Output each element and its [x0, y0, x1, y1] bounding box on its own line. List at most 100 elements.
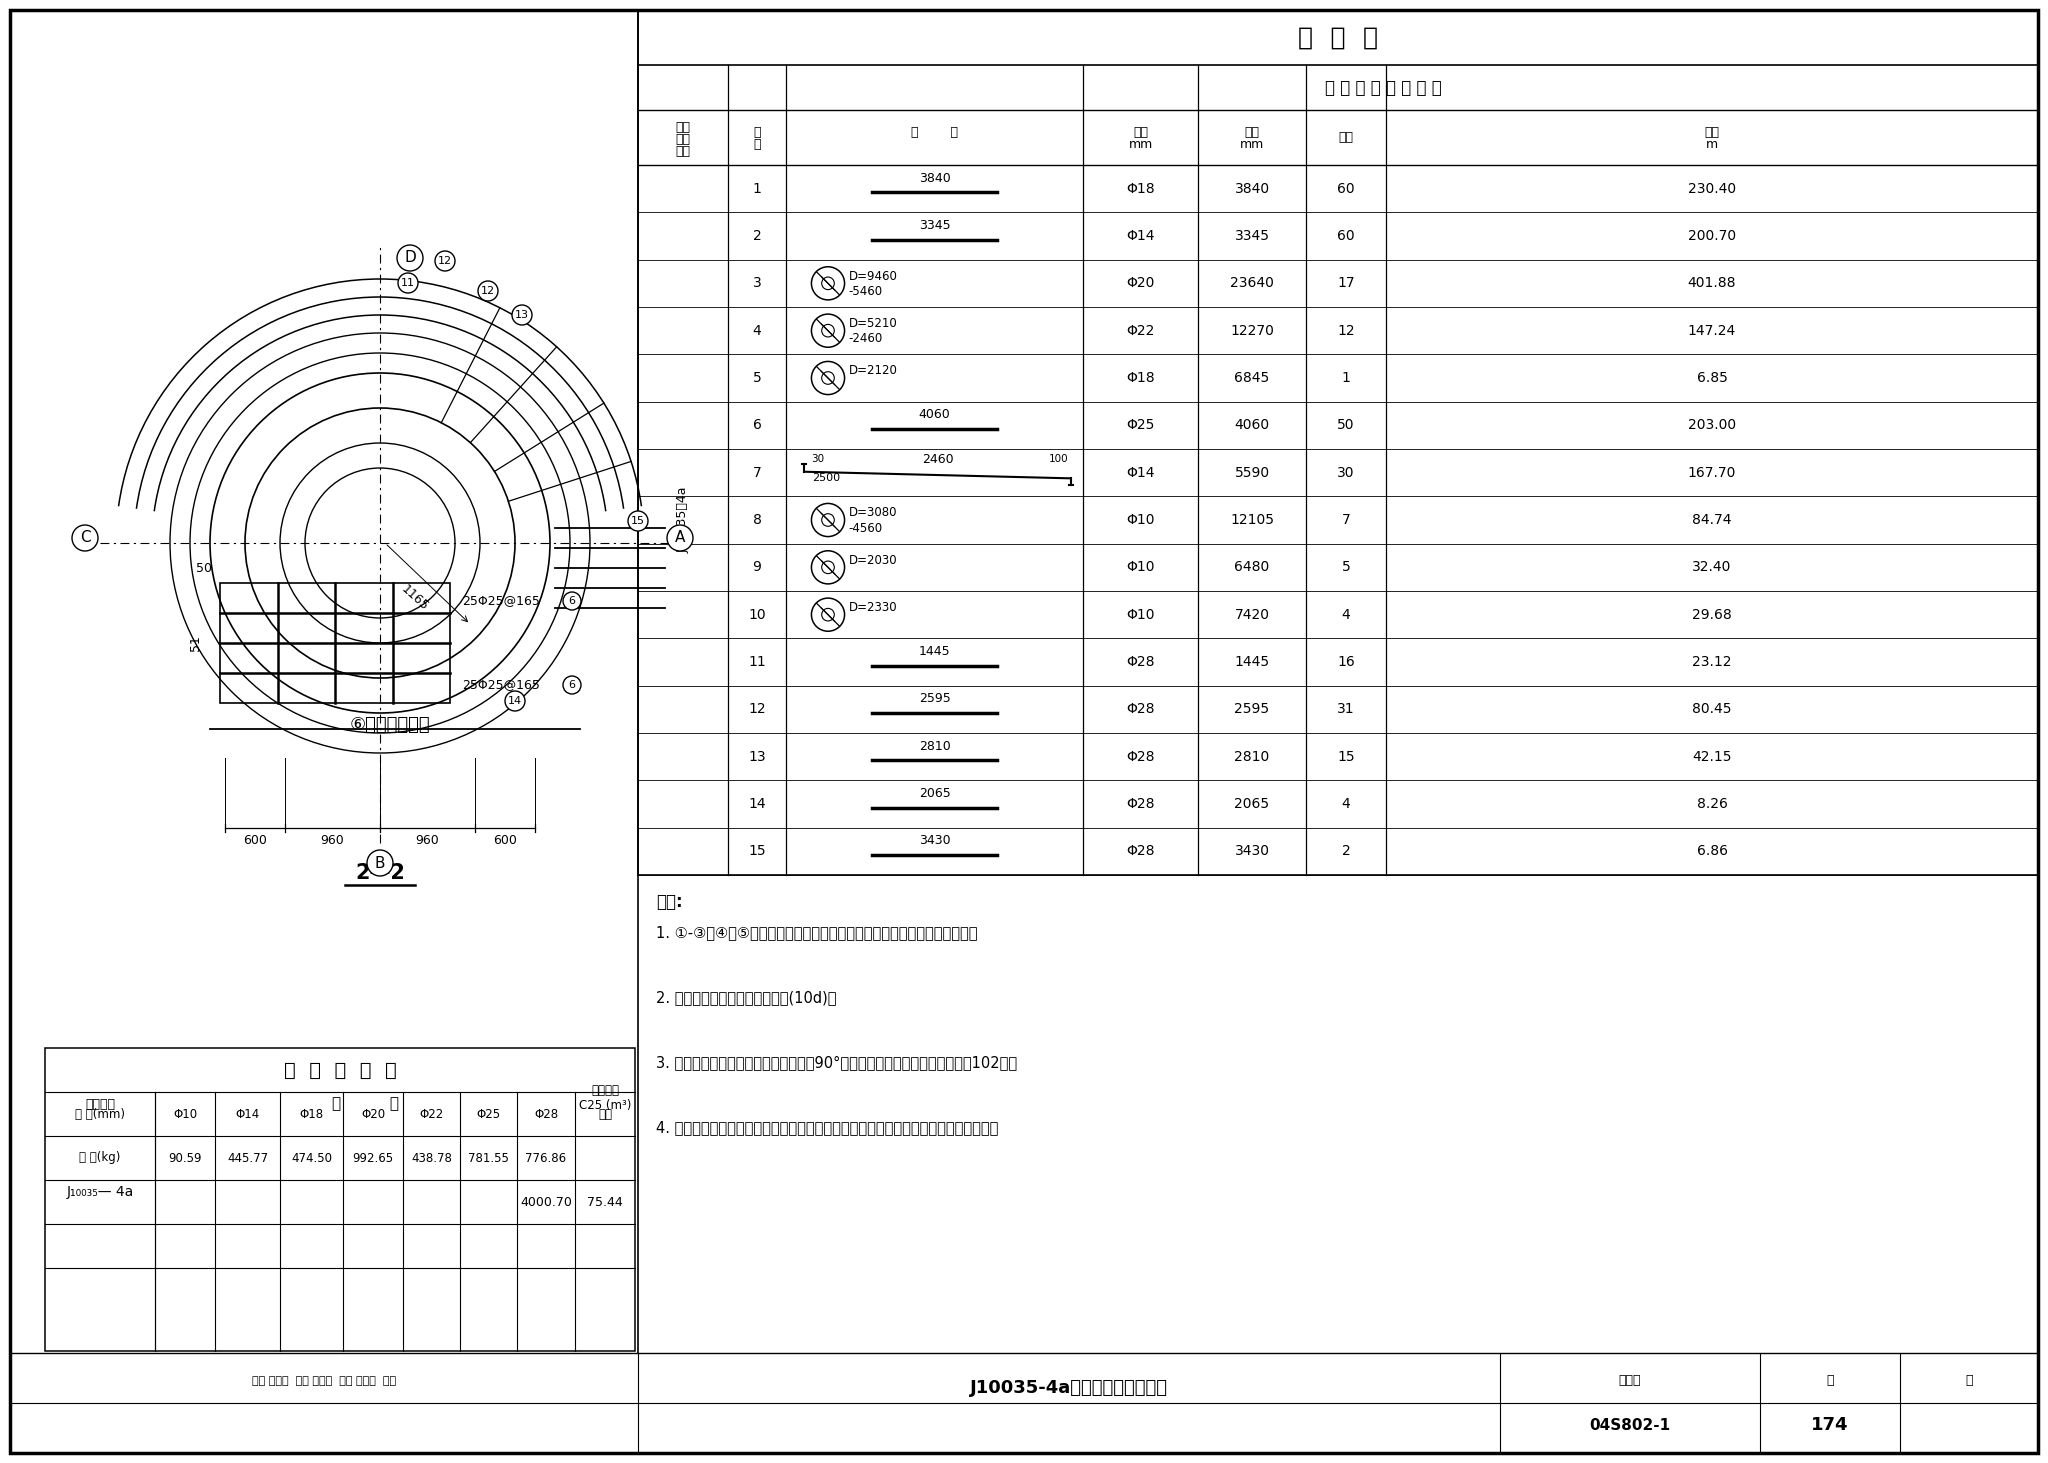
Text: Φ28: Φ28	[1126, 749, 1155, 764]
Text: 2460: 2460	[922, 454, 952, 465]
Text: 钢          筋: 钢 筋	[332, 1096, 399, 1112]
Circle shape	[668, 525, 692, 552]
Text: 4: 4	[1341, 797, 1350, 811]
Text: 15: 15	[631, 516, 645, 527]
Text: Φ28: Φ28	[535, 1107, 557, 1121]
Text: 2810: 2810	[1235, 749, 1270, 764]
Text: 3840: 3840	[920, 171, 950, 184]
Text: 174: 174	[1810, 1416, 1849, 1434]
Text: 12: 12	[438, 256, 453, 266]
Circle shape	[563, 593, 582, 610]
Text: 8.26: 8.26	[1696, 797, 1726, 811]
Text: 474.50: 474.50	[291, 1151, 332, 1165]
Text: 11: 11	[401, 278, 416, 288]
Text: 4060: 4060	[1235, 418, 1270, 433]
Text: Φ10: Φ10	[1126, 560, 1155, 575]
Text: 6.85: 6.85	[1696, 372, 1726, 385]
Text: 42.15: 42.15	[1692, 749, 1733, 764]
Text: Φ20: Φ20	[360, 1107, 385, 1121]
Text: 84.74: 84.74	[1692, 514, 1733, 527]
Text: 编: 编	[754, 126, 760, 139]
Text: 445.77: 445.77	[227, 1151, 268, 1165]
Text: 8: 8	[752, 514, 762, 527]
Text: 600: 600	[244, 834, 266, 847]
Text: 2: 2	[1341, 844, 1350, 859]
Circle shape	[397, 274, 418, 293]
Text: 材  料  用  量  表: 材 料 用 量 表	[283, 1061, 397, 1080]
Text: 页: 页	[1966, 1375, 1972, 1387]
Text: Φ28: Φ28	[1126, 702, 1155, 717]
Text: 2: 2	[752, 230, 762, 243]
Text: 1: 1	[1341, 372, 1350, 385]
Text: Φ14: Φ14	[236, 1107, 260, 1121]
Text: 30: 30	[1337, 465, 1354, 480]
Text: 25Φ25@165: 25Φ25@165	[463, 594, 541, 607]
Text: 167.70: 167.70	[1688, 465, 1737, 480]
Text: mm: mm	[1239, 138, 1264, 151]
Bar	[219, 582, 451, 704]
Text: 147.24: 147.24	[1688, 323, 1737, 338]
Text: 总长: 总长	[1704, 126, 1720, 139]
Text: 1. ①-③，④与⑤号钉筋交错排列，其埋入及伸出基础顶面的长度见展开图。: 1. ①-③，④与⑤号钉筋交错排列，其埋入及伸出基础顶面的长度见展开图。	[655, 925, 977, 941]
Text: 23.12: 23.12	[1692, 655, 1733, 669]
Text: 长度: 长度	[1245, 126, 1260, 139]
Text: 781.55: 781.55	[469, 1151, 510, 1165]
Text: 3430: 3430	[1235, 844, 1270, 859]
Text: 3840: 3840	[1235, 181, 1270, 196]
Text: 2—2: 2—2	[354, 863, 406, 884]
Text: 2500: 2500	[811, 474, 840, 483]
Text: 80.45: 80.45	[1692, 702, 1733, 717]
Text: 13: 13	[514, 310, 528, 320]
Text: 2595: 2595	[1235, 702, 1270, 717]
Text: 75.44: 75.44	[588, 1195, 623, 1208]
Text: 说明:: 说明:	[655, 892, 682, 911]
Circle shape	[563, 676, 582, 693]
Text: 5: 5	[1341, 560, 1350, 575]
Text: 25Φ25@165: 25Φ25@165	[463, 679, 541, 692]
Text: 1445: 1445	[920, 645, 950, 658]
Circle shape	[477, 281, 498, 301]
Text: 6: 6	[569, 595, 575, 606]
Text: 401.88: 401.88	[1688, 277, 1737, 290]
Text: Φ14: Φ14	[1126, 230, 1155, 243]
Circle shape	[506, 691, 524, 711]
Text: 2595: 2595	[920, 692, 950, 705]
Text: 3345: 3345	[1235, 230, 1270, 243]
Text: 混凝土量
C25 (m³): 混凝土量 C25 (m³)	[580, 1084, 631, 1112]
Text: 3. 水管伸入基础于杯口内壁下端设置的90°弯管支墓及基础预留洞的加固筋见102页。: 3. 水管伸入基础于杯口内壁下端设置的90°弯管支墓及基础预留洞的加固筋见102…	[655, 1055, 1018, 1069]
Text: 3430: 3430	[920, 834, 950, 847]
Text: 12: 12	[481, 285, 496, 296]
Text: J₁₀₀₃₅— 4a: J₁₀₀₃₅— 4a	[66, 1185, 133, 1200]
Text: 50: 50	[197, 562, 213, 575]
Text: 3: 3	[752, 277, 762, 290]
Text: D=2030: D=2030	[848, 554, 897, 566]
Text: 6480: 6480	[1235, 560, 1270, 575]
Text: J10035-4a模板、配筋图（二）: J10035-4a模板、配筋图（二）	[971, 1380, 1167, 1397]
Text: 6: 6	[569, 680, 575, 691]
Text: 直径: 直径	[1133, 126, 1149, 139]
Text: 名称: 名称	[676, 133, 690, 146]
Text: 23640: 23640	[1231, 277, 1274, 290]
Text: 50: 50	[1337, 418, 1354, 433]
Text: 6.86: 6.86	[1696, 844, 1729, 859]
Text: -4560: -4560	[848, 521, 883, 534]
Text: 230.40: 230.40	[1688, 181, 1737, 196]
Text: 60: 60	[1337, 181, 1356, 196]
Text: 9: 9	[752, 560, 762, 575]
Text: 个数: 个数	[676, 145, 690, 158]
Text: 图集号: 图集号	[1618, 1375, 1640, 1387]
Text: D=2120: D=2120	[848, 364, 897, 377]
Circle shape	[367, 850, 393, 876]
Text: 960: 960	[322, 834, 344, 847]
Text: 12270: 12270	[1231, 323, 1274, 338]
Text: 4: 4	[752, 323, 762, 338]
Text: Φ28: Φ28	[1126, 655, 1155, 669]
Text: 15: 15	[1337, 749, 1356, 764]
Text: 页: 页	[1827, 1375, 1833, 1387]
Text: 5590: 5590	[1235, 465, 1270, 480]
Text: Φ25: Φ25	[477, 1107, 500, 1121]
Text: Φ28: Φ28	[1126, 844, 1155, 859]
Text: 号: 号	[754, 138, 760, 151]
Text: 钢  筋  表: 钢 筋 表	[1298, 25, 1378, 50]
Text: 203.00: 203.00	[1688, 418, 1737, 433]
